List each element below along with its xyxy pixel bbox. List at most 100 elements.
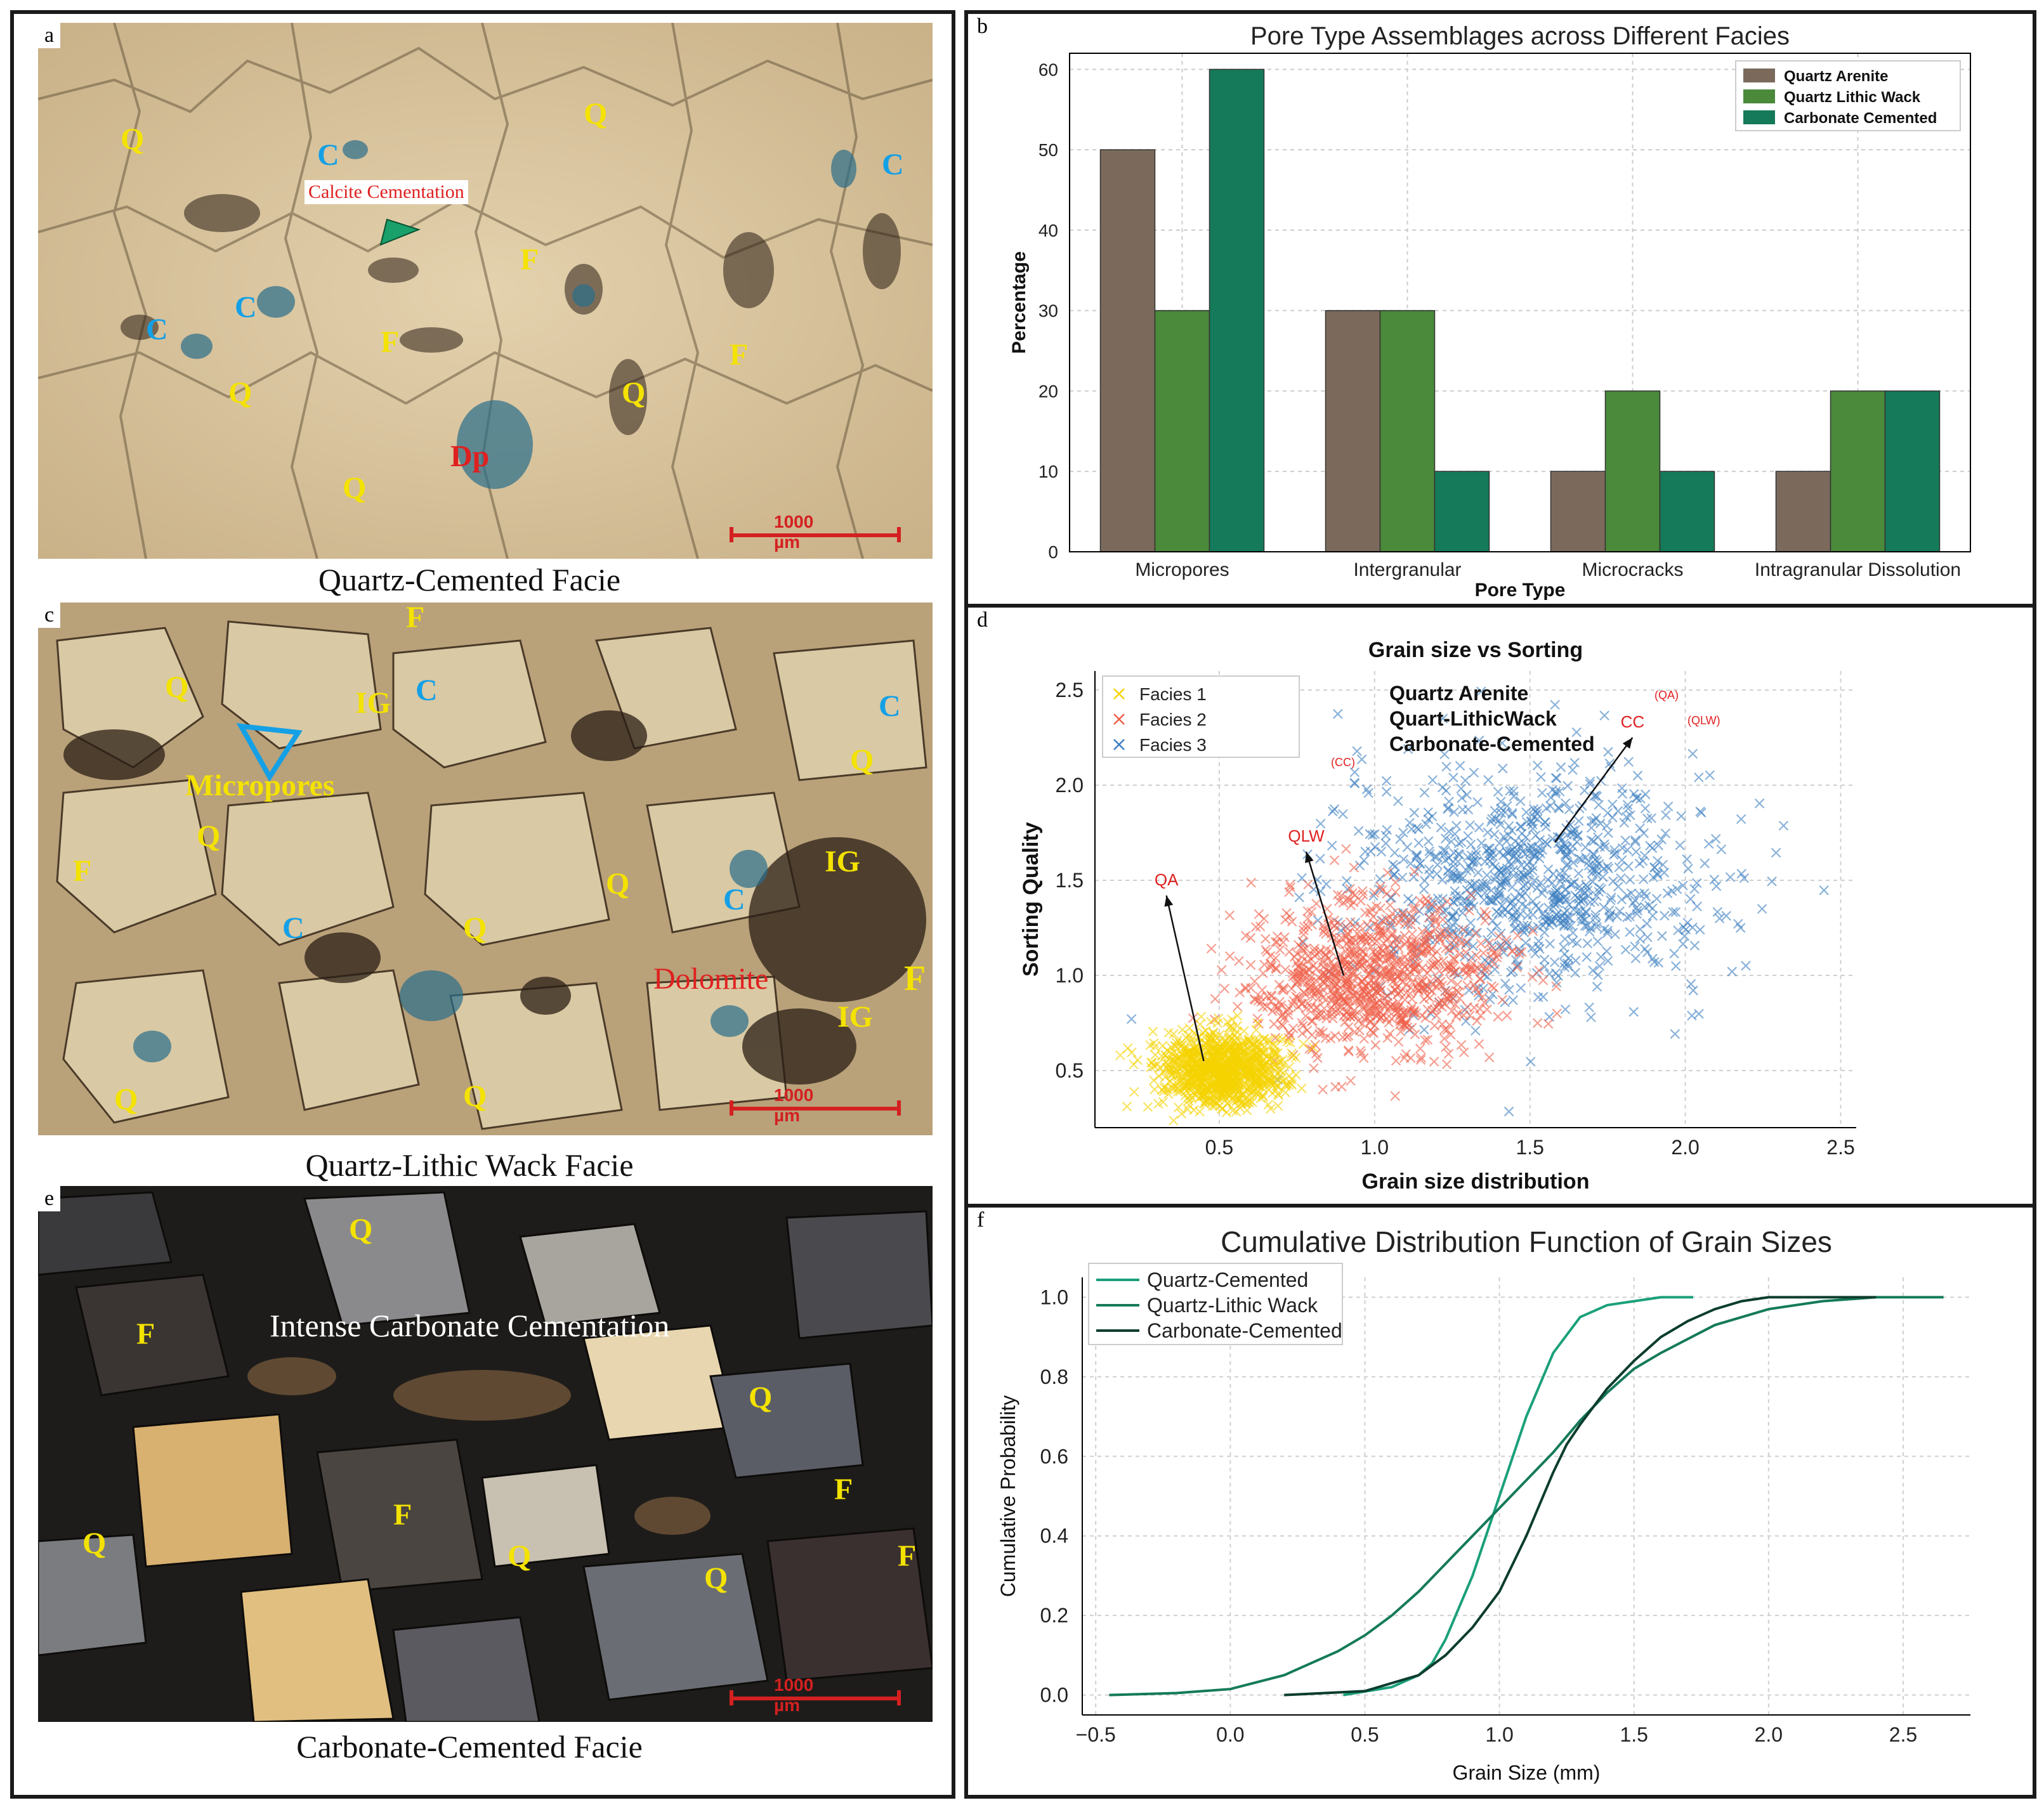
scatter-point — [1178, 1039, 1189, 1049]
scatter-point — [1432, 982, 1443, 993]
scatter-point — [1298, 1039, 1309, 1049]
scatter-point — [1413, 960, 1424, 970]
cdf-line — [1109, 1296, 1944, 1697]
scatter-point — [1287, 1052, 1297, 1062]
scatter-point — [1497, 994, 1507, 1005]
scatter-point — [1504, 984, 1514, 995]
scatter-point — [1299, 922, 1309, 932]
scatter-point — [1418, 937, 1429, 948]
scatter-point — [1391, 1055, 1401, 1066]
scatter-point — [1736, 814, 1746, 824]
scatter-point — [1276, 1011, 1286, 1022]
scatter-point — [1458, 1010, 1469, 1020]
scatter-point — [1345, 948, 1356, 958]
scatter-point — [1667, 886, 1677, 896]
scatter-point — [1480, 915, 1490, 926]
scatter-point — [1342, 1032, 1352, 1042]
scatter-point — [1254, 909, 1264, 920]
scatter-point — [1700, 858, 1710, 869]
scatter-point — [1423, 836, 1434, 847]
scatter-point — [1209, 1053, 1219, 1063]
scatter-point — [1739, 873, 1750, 883]
scatter-point — [1648, 953, 1658, 964]
scatter-point — [1431, 1002, 1442, 1013]
scatter-point — [1346, 1076, 1356, 1086]
scatter-point — [1224, 951, 1235, 961]
scatter-point — [1394, 917, 1405, 927]
scatter-point — [1602, 808, 1613, 818]
scatter-point — [1552, 1008, 1562, 1019]
scatter-point — [1592, 890, 1602, 901]
label-q: Q — [622, 376, 646, 410]
label-f: F — [898, 1539, 917, 1573]
chart-title: Grain size vs Sorting — [1368, 638, 1583, 662]
scatter-point — [1462, 1001, 1472, 1012]
scatter-point — [1533, 992, 1543, 1003]
x-tick-label: 2.0 — [1755, 1723, 1783, 1746]
cdf-line — [1284, 1296, 1877, 1697]
scatter-point — [1626, 888, 1637, 899]
label-ig: IG — [355, 686, 391, 720]
scatter-point — [1556, 762, 1566, 772]
scatter-point — [1439, 1033, 1450, 1044]
scatter-point — [1432, 869, 1442, 879]
scatter-point — [1631, 847, 1641, 857]
micrograph-c: F Q IG C C Micropores Q Q F IG Q C C Q D… — [38, 603, 933, 1135]
plot-border — [1069, 53, 1971, 552]
scatter-point — [1355, 1045, 1366, 1056]
scatter-point — [1523, 910, 1533, 921]
scatter-point — [1240, 1062, 1251, 1072]
scatter-point — [1432, 859, 1443, 870]
scatter-point — [1265, 951, 1276, 961]
caption-e: Carbonate-Cemented Facie — [296, 1729, 643, 1764]
scatter-point — [1631, 793, 1641, 803]
scatter-point — [1471, 846, 1481, 857]
scatter-point — [1285, 911, 1295, 922]
scatter-point — [1332, 890, 1343, 900]
scatter-point — [1321, 879, 1332, 889]
bar — [1659, 471, 1715, 552]
scatter-point — [1571, 727, 1582, 738]
annotation-label: QLW — [1288, 826, 1325, 845]
scatter-point — [1647, 843, 1658, 853]
scatter-point — [1616, 783, 1627, 793]
annotation-arrow — [1554, 737, 1634, 843]
scatter-point — [1399, 930, 1410, 941]
scatter-point — [1268, 1062, 1278, 1072]
label-q: Q — [165, 670, 189, 704]
scatter-point — [1250, 922, 1261, 932]
scatter-point — [1393, 997, 1403, 1007]
scatter-point — [1219, 983, 1230, 994]
scatter-point — [1485, 994, 1495, 1005]
scatter-point — [1489, 829, 1500, 840]
scatter-point — [1559, 920, 1569, 930]
scatter-point — [1602, 925, 1613, 936]
scatter-point — [1528, 896, 1538, 906]
scatter-point — [1227, 1014, 1237, 1025]
scatter-point — [1313, 972, 1324, 983]
scatter-point — [1455, 870, 1465, 881]
scatter-point — [1434, 931, 1444, 942]
scatter-point — [1219, 1091, 1229, 1102]
scatter-point — [1675, 840, 1685, 850]
scatter-point — [1176, 1109, 1187, 1119]
scatter-point — [1441, 1042, 1451, 1052]
scatter-point — [1515, 796, 1526, 807]
scatter-point — [1771, 847, 1781, 858]
scatter-point — [1421, 946, 1432, 956]
scatter-point — [1355, 998, 1366, 1009]
label-f: F — [406, 603, 425, 634]
scatter-point — [1500, 979, 1510, 989]
scatter-point — [1586, 1012, 1596, 1022]
scatter-point — [1224, 1033, 1234, 1043]
scatter-point — [1678, 880, 1688, 890]
scatter-point — [1356, 946, 1367, 956]
scatter-point — [1406, 920, 1416, 930]
scatter-point — [1453, 987, 1464, 997]
scatter-point — [1420, 894, 1431, 904]
scatter-point — [1374, 995, 1385, 1005]
scatter-point — [1576, 854, 1587, 864]
legend-swatch — [1743, 110, 1775, 124]
scatter-point — [1670, 961, 1681, 971]
scatter-point — [1580, 842, 1590, 852]
